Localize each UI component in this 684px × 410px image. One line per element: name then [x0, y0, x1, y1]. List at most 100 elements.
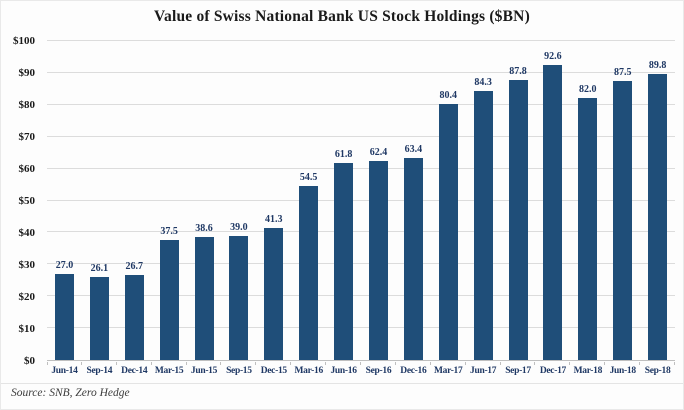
bar [543, 64, 563, 360]
y-tick-label: $90 [18, 67, 36, 79]
y-tick-label: $40 [18, 227, 36, 239]
x-axis: Jun-14 Sep-14 Dec-14 Mar-15 Jun-15 Sep-15 Dec-… [47, 362, 675, 376]
bar-slot-Sep-18: 89.8 [640, 41, 675, 360]
bar-value-label: 39.0 [230, 221, 248, 233]
bar-value-label: 92.6 [544, 50, 562, 62]
chart-title: Value of Swiss National Bank US Stock Ho… [154, 8, 530, 25]
y-tick-label: $10 [18, 323, 36, 335]
bar [648, 73, 668, 360]
x-tick-label: Mar-18 [570, 362, 606, 376]
y-tick-label: $60 [18, 163, 36, 175]
bar [194, 236, 214, 360]
bar-value-label: 26.1 [90, 262, 109, 274]
x-tick-label: Jun-18 [605, 362, 641, 376]
gridlines [47, 40, 675, 360]
bars-row: 27.0 26.1 26.7 37.5 38.6 39.0 41.3 54.5 61.8 62.4… [47, 41, 675, 360]
x-tick-label: Sep-14 [82, 362, 117, 376]
bar-slot-Dec-17: 92.6 [535, 41, 570, 360]
bar [508, 79, 528, 360]
bar-value-label: 87.8 [509, 65, 527, 77]
bar-value-label: 37.5 [160, 226, 178, 238]
bar-slot-Dec-15: 41.3 [256, 41, 291, 360]
x-tick-label: Dec-15 [256, 362, 292, 376]
y-tick-label: $100 [13, 35, 35, 47]
bar-slot-Sep-17: 87.8 [501, 41, 536, 360]
bar [438, 103, 458, 360]
x-tick-label: Jun-17 [466, 362, 501, 376]
bar-value-label: 38.6 [195, 222, 213, 234]
bar [54, 273, 74, 360]
bar-slot-Jun-14: 27.0 [47, 41, 82, 360]
bar [264, 228, 284, 360]
gridline [47, 295, 675, 297]
x-tick-label: Dec-14 [117, 362, 152, 376]
bar [473, 91, 493, 360]
gridline [47, 231, 675, 233]
gridline [47, 135, 675, 137]
footer-divider [1, 383, 683, 384]
bar [613, 80, 633, 360]
bar-slot-Jun-18: 87.5 [605, 41, 640, 360]
bar-slot-Jun-15: 38.6 [187, 41, 222, 360]
bar [124, 274, 144, 360]
bar [159, 240, 179, 360]
gridline [47, 103, 675, 105]
x-tick-label: Mar-17 [431, 362, 466, 376]
bar-value-label: 61.8 [334, 148, 353, 160]
x-tick-label: Mar-15 [152, 362, 187, 376]
gridline [47, 327, 675, 329]
bar [334, 162, 354, 360]
bar [299, 186, 319, 360]
plot-area: 27.0 26.1 26.7 37.5 38.6 39.0 41.3 54.5 61.8 62.4… [47, 40, 675, 361]
bar-slot-Sep-14: 26.1 [82, 41, 117, 360]
bar-value-label: 27.0 [55, 259, 74, 271]
bar-value-label: 26.7 [125, 260, 143, 272]
bar-slot-Mar-17: 80.4 [431, 41, 466, 360]
bar-slot-Mar-16: 54.5 [291, 41, 326, 360]
y-tick-label: $80 [18, 99, 36, 111]
bar-value-label: 84.3 [474, 77, 492, 89]
gridline [47, 40, 675, 41]
y-tick-label: $20 [18, 291, 36, 303]
y-tick-label: $0 [24, 355, 35, 367]
bar-slot-Jun-16: 61.8 [326, 41, 361, 360]
bar-value-label: 41.3 [265, 214, 283, 226]
bar-value-label: 80.4 [439, 89, 457, 101]
bar-slot-Dec-16: 63.4 [396, 41, 431, 360]
bar-value-label: 89.8 [648, 59, 667, 71]
bar-slot-Mar-18: 82.0 [570, 41, 605, 360]
bar-slot-Sep-16: 62.4 [361, 41, 396, 360]
bar-slot-Dec-14: 26.7 [117, 41, 152, 360]
x-tick-label: Sep-15 [221, 362, 257, 376]
bar-slot-Mar-15: 37.5 [152, 41, 187, 360]
bar-slot-Jun-17: 84.3 [466, 41, 501, 360]
y-axis: $0 $10 $20 $30 $40 $50 $60 $70 $80 $90 $100 [1, 35, 43, 367]
bar-value-label: 54.5 [299, 172, 318, 184]
x-tick-label: Sep-18 [640, 362, 675, 376]
bar-value-label: 87.5 [613, 66, 632, 78]
bar [578, 98, 598, 360]
y-tick-label: $30 [18, 259, 36, 271]
gridline [47, 71, 675, 73]
source-note: Source: SNB, Zero Hedge [11, 387, 130, 399]
bar-value-label: 62.4 [369, 146, 388, 158]
bar [403, 157, 423, 360]
x-tick-label: Dec-16 [396, 362, 431, 376]
x-tick-label: Jun-14 [47, 362, 82, 376]
x-tick-label: Sep-16 [361, 362, 396, 376]
y-tick-label: $70 [18, 131, 36, 143]
gridline [47, 263, 675, 265]
bar [229, 235, 249, 360]
bar [89, 276, 109, 360]
bar-slot-Sep-15: 39.0 [221, 41, 256, 360]
x-tick-label: Sep-17 [501, 362, 536, 376]
y-tick-label: $50 [18, 195, 36, 207]
x-tick-label: Mar-16 [291, 362, 327, 376]
gridline [47, 199, 675, 201]
x-tick-label: Jun-16 [326, 362, 361, 376]
bar-value-label: 63.4 [404, 143, 423, 155]
gridline [47, 167, 675, 169]
bar-value-label: 82.0 [579, 84, 597, 96]
bar [368, 160, 388, 360]
